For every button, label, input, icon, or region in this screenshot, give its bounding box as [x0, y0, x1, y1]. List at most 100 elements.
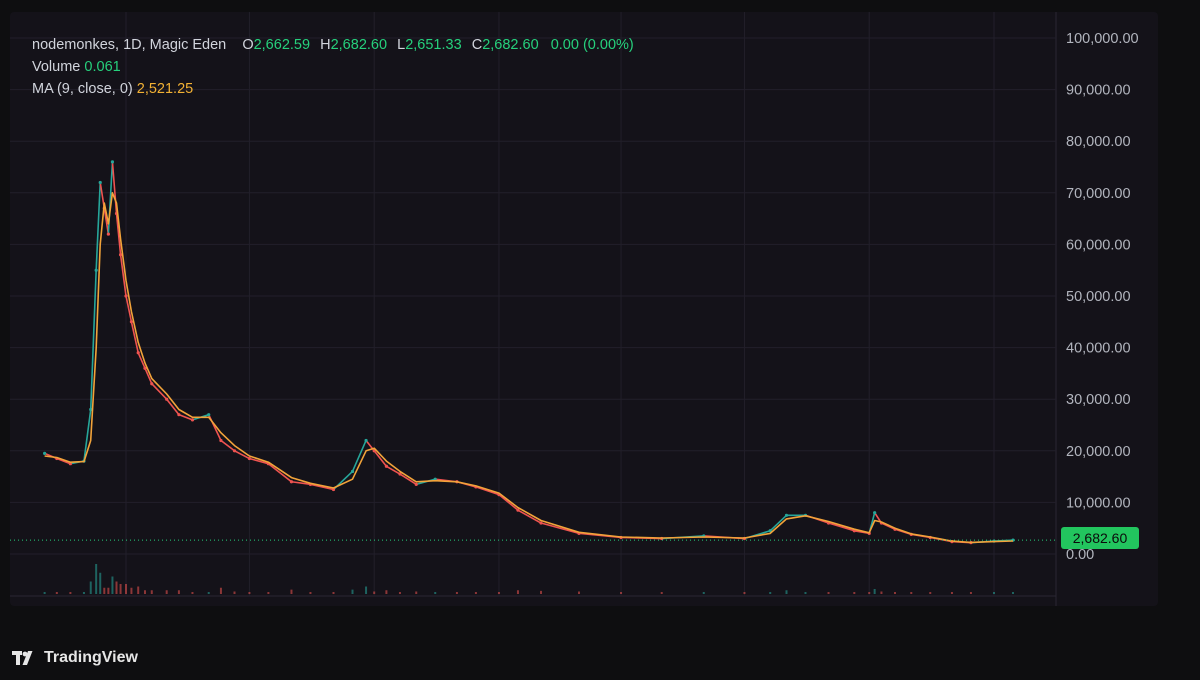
volume-bar [99, 572, 102, 594]
price-point [136, 351, 140, 355]
brand[interactable]: TradingView [12, 649, 138, 667]
volume-bar [577, 591, 580, 594]
volume-bar [455, 592, 458, 594]
price-point [364, 438, 368, 443]
price-point [129, 320, 134, 324]
price-segment [111, 161, 118, 215]
price-segment [399, 473, 418, 486]
volume-bar [929, 592, 932, 594]
price-segment [178, 413, 194, 421]
price-segment [385, 465, 401, 475]
volume-bar [290, 589, 293, 594]
price-chart[interactable]: 100,000.00 90,000.00 80,000.00 70,000.00 60,… [10, 12, 1158, 606]
volume-bar [177, 590, 180, 594]
tradingview-logo-icon [12, 651, 33, 665]
price-segment [373, 449, 388, 468]
price-segment [248, 457, 270, 465]
volume-bar [434, 592, 437, 594]
price-point [190, 418, 195, 422]
volume-bar [893, 592, 896, 594]
price-segment [89, 269, 97, 411]
volume-bar [398, 592, 401, 594]
volume-bar [82, 592, 85, 594]
y-tick-label: 0.00 [1066, 547, 1094, 563]
y-tick-label: 40,000.00 [1066, 341, 1131, 357]
price-segment [267, 462, 293, 483]
volume-bar [309, 592, 312, 594]
volume-bar [248, 592, 251, 594]
y-tick-label: 70,000.00 [1066, 186, 1131, 202]
volume-bar [497, 592, 500, 594]
volume-bar [385, 590, 388, 594]
price-segment [144, 367, 153, 385]
price-segment [103, 207, 110, 235]
price-point [98, 180, 102, 185]
y-tick-label: 50,000.00 [1066, 289, 1131, 305]
volume-bar [207, 592, 210, 594]
price-point [219, 438, 223, 443]
volume-bar [743, 592, 746, 594]
price-point [350, 469, 355, 474]
price-segment [233, 449, 251, 460]
volume-bar [827, 592, 830, 594]
price-segment [351, 439, 367, 473]
price-point [289, 480, 294, 484]
volume-bar [415, 591, 418, 594]
price-point [94, 268, 98, 272]
y-tick-label: 20,000.00 [1066, 444, 1131, 460]
price-segment [517, 509, 542, 524]
y-tick-label: 60,000.00 [1066, 237, 1131, 253]
price-segment [540, 522, 580, 535]
price-point [89, 407, 93, 412]
price-segment [130, 320, 140, 354]
price-segment [150, 382, 168, 401]
volume-bar [267, 592, 270, 594]
chart-panel[interactable]: 100,000.00 90,000.00 80,000.00 70,000.00 60,… [10, 12, 1158, 606]
y-tick-label: 30,000.00 [1066, 392, 1131, 408]
price-segment [769, 514, 788, 532]
price-point [539, 521, 543, 525]
price-point [247, 456, 252, 461]
volume-bar [69, 592, 72, 594]
price-segment [125, 295, 133, 323]
volume-bar [111, 576, 114, 594]
ma-line [44, 192, 1014, 544]
volume-bar [365, 586, 368, 594]
volume-bar [853, 592, 856, 594]
brand-name: TradingView [44, 649, 138, 666]
price-segment [498, 493, 519, 511]
volume-bar [150, 590, 153, 594]
price-segment [880, 522, 896, 531]
volume-bar [43, 592, 46, 594]
price-point [150, 382, 154, 386]
volume-bar [55, 592, 58, 594]
volume-bar [125, 584, 127, 594]
volume-bar [130, 587, 133, 594]
price-segment [95, 181, 102, 272]
volume-bar [373, 591, 376, 594]
price-point [398, 472, 402, 476]
price-segment [115, 212, 122, 256]
price-point [177, 413, 181, 417]
price-segment [83, 408, 92, 462]
volume-bar [474, 592, 477, 594]
volume-bar [103, 587, 106, 594]
price-segment [137, 351, 146, 370]
price-segment [165, 398, 180, 416]
price-point [873, 511, 877, 515]
volume-bar [620, 592, 623, 594]
price-point [331, 487, 336, 492]
price-point [232, 449, 237, 453]
volume-bar [143, 590, 146, 594]
price-segment [309, 483, 335, 491]
volume-bar [137, 586, 140, 594]
volume-bar [107, 587, 110, 594]
volume-bar [880, 591, 883, 594]
price-point [106, 232, 110, 236]
volume-bar [873, 589, 876, 594]
price-segment [290, 480, 312, 486]
price-point [384, 464, 388, 468]
volume-bar [165, 590, 168, 594]
volume-bar [95, 564, 98, 594]
